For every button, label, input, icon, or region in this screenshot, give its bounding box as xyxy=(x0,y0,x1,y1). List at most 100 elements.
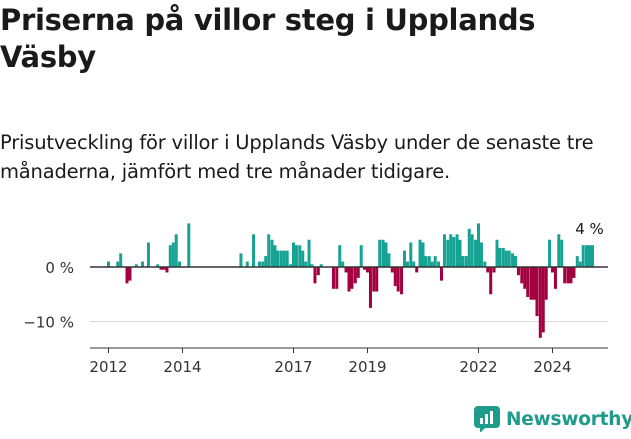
bar xyxy=(526,267,530,297)
bar xyxy=(581,245,585,267)
bar xyxy=(319,264,323,267)
bar xyxy=(575,256,579,267)
bar xyxy=(520,267,524,284)
bar xyxy=(590,245,594,267)
bar xyxy=(430,261,434,267)
bar xyxy=(421,242,425,267)
bar xyxy=(116,261,120,267)
bar xyxy=(489,267,493,295)
bar xyxy=(239,253,243,268)
bar xyxy=(107,261,110,267)
bar xyxy=(569,267,573,284)
bar xyxy=(156,264,160,267)
bar xyxy=(403,250,406,267)
bar xyxy=(578,261,582,267)
bar xyxy=(541,267,545,333)
bar xyxy=(538,267,542,338)
bar xyxy=(372,267,376,292)
bar xyxy=(366,267,369,273)
bar xyxy=(424,256,428,267)
bar xyxy=(415,267,419,273)
bar xyxy=(535,267,539,317)
bar xyxy=(381,239,385,267)
bar xyxy=(276,250,280,267)
bar xyxy=(437,261,441,267)
bar xyxy=(301,250,305,267)
bar xyxy=(245,261,249,267)
bar xyxy=(452,237,456,267)
bar xyxy=(532,267,536,300)
bar xyxy=(294,245,298,267)
bar xyxy=(119,253,123,268)
newsworthy-logo: Newsworthy xyxy=(474,406,631,432)
bar xyxy=(187,223,191,267)
bar xyxy=(261,261,265,267)
bar xyxy=(257,261,261,267)
bar xyxy=(544,267,548,300)
bar xyxy=(433,256,437,267)
bar xyxy=(347,267,351,292)
bar xyxy=(585,245,589,267)
bar xyxy=(551,267,554,273)
bar xyxy=(267,234,271,267)
bar xyxy=(446,239,450,267)
chart-subtitle: Prisutveckling för villor i Upplands Väs… xyxy=(0,131,594,183)
y-tick-label: −10 % xyxy=(23,314,74,332)
bar xyxy=(566,267,570,284)
bar xyxy=(375,267,379,292)
bar xyxy=(387,253,391,268)
bar xyxy=(492,267,496,273)
last-value-label: 4 % xyxy=(575,220,604,238)
bar-chart: 0 % −10 % 2012 2014 2017 2019 2022 2024 4 % xyxy=(23,220,608,376)
bar xyxy=(134,264,138,267)
bar xyxy=(270,239,274,267)
bar xyxy=(341,261,345,267)
bar xyxy=(483,261,487,267)
bar xyxy=(344,267,348,273)
bar xyxy=(338,245,342,267)
bar xyxy=(165,267,169,273)
bar xyxy=(125,267,129,284)
bar xyxy=(455,234,459,267)
x-tick-label: 2019 xyxy=(348,358,386,376)
x-tick-label: 2017 xyxy=(274,358,312,376)
bar xyxy=(363,267,367,270)
bar xyxy=(335,267,339,289)
bar xyxy=(464,256,468,267)
bar xyxy=(514,256,517,267)
bar xyxy=(313,267,317,284)
x-tick-label: 2022 xyxy=(459,358,497,376)
bar xyxy=(400,267,404,295)
y-tick-label: 0 % xyxy=(45,259,74,277)
bar xyxy=(350,267,354,289)
bar xyxy=(264,256,268,267)
bar xyxy=(128,267,132,281)
x-tick-label: 2024 xyxy=(533,358,571,376)
bar xyxy=(572,267,576,278)
bar xyxy=(316,267,320,276)
bar xyxy=(504,250,508,267)
bar xyxy=(501,247,505,267)
brand-name: Newsworthy xyxy=(506,408,631,430)
bar xyxy=(390,267,394,273)
x-tick-label: 2012 xyxy=(89,358,127,376)
bar xyxy=(474,239,478,267)
bar xyxy=(470,234,474,267)
bar xyxy=(331,267,335,289)
bar xyxy=(298,245,302,267)
bar xyxy=(498,247,502,267)
bar xyxy=(529,267,533,300)
bar xyxy=(141,261,145,267)
bar xyxy=(304,261,308,267)
x-tick-label: 2014 xyxy=(163,358,201,376)
bar xyxy=(458,239,462,267)
bar xyxy=(427,256,431,267)
bar xyxy=(418,239,422,267)
bar xyxy=(553,267,557,289)
bar xyxy=(412,261,416,267)
bar xyxy=(442,234,446,267)
bar xyxy=(292,242,295,267)
bar xyxy=(146,242,150,267)
bar xyxy=(162,267,166,270)
bar xyxy=(285,250,289,267)
